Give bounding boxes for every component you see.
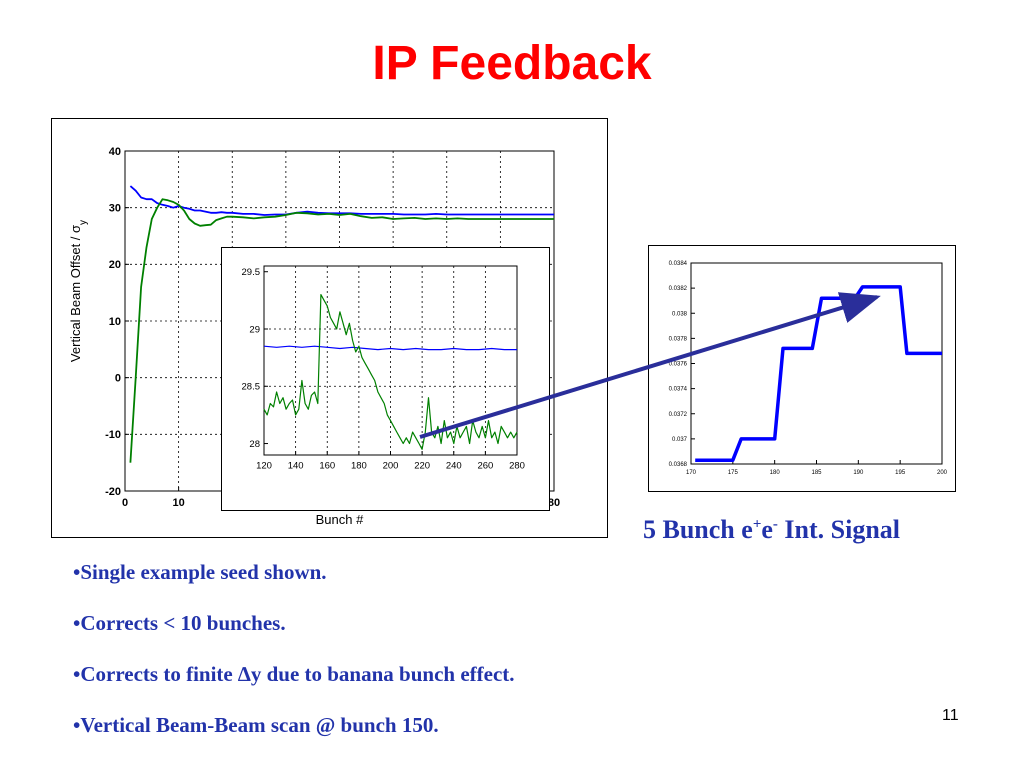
x-tick-label: 170 <box>686 470 697 476</box>
bullet-list: •Single example seed shown. •Corrects < … <box>73 560 515 764</box>
x-tick-label: 220 <box>414 461 430 472</box>
signal-caption: 5 Bunch e+e- Int. Signal <box>643 515 900 545</box>
series-line <box>263 345 517 351</box>
bullet-item: •Corrects < 10 bunches. <box>73 611 286 635</box>
y-tick-label: 0.037 <box>672 437 688 443</box>
y-tick-label: 20 <box>109 259 121 271</box>
signal-chart-panel: 170 175 180 185 190 195 200 0.0368 0.037 0.0372 0.… <box>648 245 956 492</box>
y-tick-label: 0.0378 <box>669 336 688 342</box>
y-tick-label: 10 <box>109 316 121 328</box>
pointer-arrow <box>419 292 881 439</box>
y-tick-label: 29 <box>249 324 260 335</box>
y-tick-label: 0.0376 <box>669 362 688 368</box>
x-tick-label: 160 <box>319 461 335 472</box>
x-tick-label: 260 <box>477 461 493 472</box>
y-tick-label: 0.0372 <box>669 412 688 418</box>
bullet-item: •Single example seed shown. <box>73 560 327 584</box>
y-tick-label: -10 <box>105 429 121 441</box>
series-line <box>695 285 942 462</box>
caption-e: e <box>761 515 773 544</box>
x-tick-label: 120 <box>256 461 272 472</box>
y-tick-label: 28 <box>249 439 260 450</box>
x-tick-label: 200 <box>937 470 948 476</box>
caption-rest: Int. Signal <box>777 515 901 544</box>
y-tick-label: -20 <box>105 486 121 498</box>
page-number: 11 <box>942 707 959 724</box>
y-tick-label: 29.5 <box>242 267 261 278</box>
y-tick-label: 0.038 <box>672 311 688 317</box>
inset-chart: 120 140 160 180 200 220 240 260 280 28 28.5 29 29.5 <box>242 265 525 472</box>
y-tick-label: 0.0368 <box>669 462 688 468</box>
bullet-item: •Vertical Beam-Beam scan @ bunch 150. <box>73 713 439 737</box>
x-tick-label: 190 <box>853 470 864 476</box>
y-tick-label: 30 <box>109 203 121 215</box>
caption-count: 5 Bunch e <box>643 515 753 544</box>
x-tick-label: 140 <box>288 461 304 472</box>
series-line <box>263 294 518 450</box>
y-tick-label: 40 <box>109 146 121 158</box>
x-tick-label: 10 <box>173 497 185 509</box>
caption-sup-plus: + <box>752 516 762 533</box>
bullet-item: •Corrects to finite ∆y due to banana bun… <box>73 662 515 686</box>
x-tick-label: 180 <box>351 461 367 472</box>
signal-chart: 170 175 180 185 190 195 200 0.0368 0.037 0.0372 0.… <box>669 261 948 476</box>
x-tick-label: 0 <box>122 497 128 509</box>
slide-title: IP Feedback <box>372 37 652 90</box>
x-tick-label: 195 <box>895 470 906 476</box>
y-tick-label: 28.5 <box>242 382 261 393</box>
x-tick-label: 240 <box>446 461 462 472</box>
x-axis-label: Bunch # <box>316 512 364 527</box>
y-tick-label: 0 <box>115 373 121 385</box>
inset-chart-panel: 120 140 160 180 200 220 240 260 280 28 28.5 29 29.5 <box>221 247 550 511</box>
series-line <box>129 198 554 463</box>
y-tick-label: 0.0374 <box>669 387 688 393</box>
x-tick-label: 80 <box>548 497 560 509</box>
caption-sup-minus: - <box>772 516 778 533</box>
x-tick-label: 175 <box>728 470 739 476</box>
y-tick-label: 0.0382 <box>669 286 688 292</box>
y-tick-label: 0.0384 <box>669 261 688 267</box>
x-tick-label: 280 <box>509 461 525 472</box>
x-tick-label: 185 <box>811 470 822 476</box>
y-axis-label-subscript: y <box>78 220 89 225</box>
x-tick-label: 200 <box>383 461 399 472</box>
x-tick-label: 180 <box>770 470 781 476</box>
